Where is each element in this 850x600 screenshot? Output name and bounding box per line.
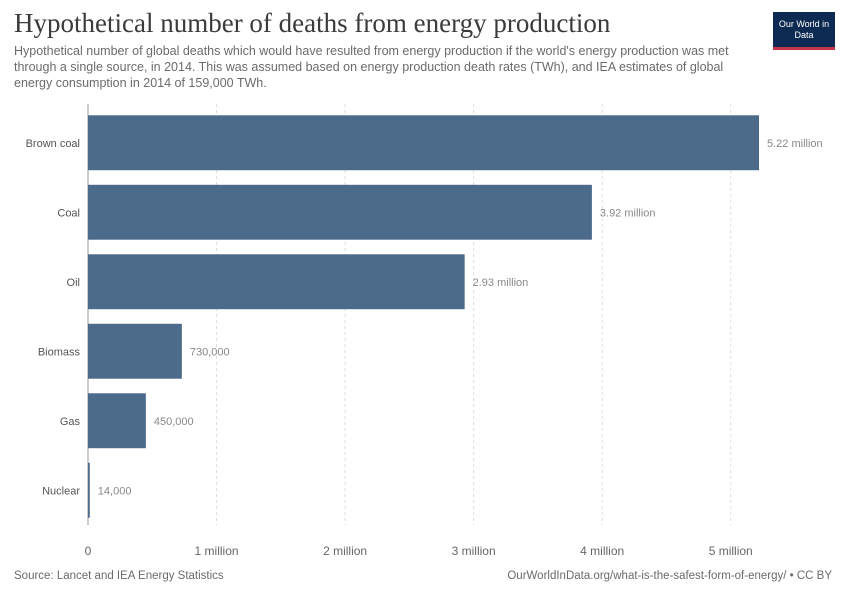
x-axis-ticks: 0 1 million 2 million 3 million 4 million 5 m… xyxy=(85,544,753,558)
x-tick-label: 2 million xyxy=(323,544,367,558)
value-label: 2.93 million xyxy=(473,277,529,289)
category-label: Biomass xyxy=(38,346,81,358)
category-label: Gas xyxy=(60,416,81,428)
category-label: Coal xyxy=(57,207,80,219)
value-label: 450,000 xyxy=(154,416,194,428)
owid-logo[interactable]: Our World in Data xyxy=(773,12,835,50)
x-tick-label: 0 xyxy=(85,544,92,558)
license-note[interactable]: OurWorldInData.org/what-is-the-safest-fo… xyxy=(507,570,832,582)
value-label: 5.22 million xyxy=(767,138,823,150)
bar-oil[interactable] xyxy=(88,254,465,310)
grid-lines xyxy=(87,104,732,525)
labels: Brown coal 5.22 million Coal 3.92 million Oi… xyxy=(26,138,823,498)
chart-title: Hypothetical number of deaths from energ… xyxy=(14,8,611,38)
bar-coal[interactable] xyxy=(88,184,592,240)
x-tick-label: 1 million xyxy=(195,544,239,558)
x-tick-label: 3 million xyxy=(452,544,496,558)
bar-brown-coal[interactable] xyxy=(88,115,760,171)
value-label: 14,000 xyxy=(98,485,132,497)
bar-biomass[interactable] xyxy=(88,323,182,379)
bars xyxy=(88,115,760,518)
bar-gas[interactable] xyxy=(88,393,146,449)
category-label: Nuclear xyxy=(42,485,80,497)
category-label: Brown coal xyxy=(26,138,80,150)
value-label: 3.92 million xyxy=(600,207,656,219)
x-tick-label: 5 million xyxy=(709,544,753,558)
chart-subtitle: Hypothetical number of global deaths whi… xyxy=(14,44,729,90)
bar-nuclear[interactable] xyxy=(88,462,90,518)
category-label: Oil xyxy=(67,277,80,289)
x-tick-label: 4 million xyxy=(580,544,624,558)
source-note: Source: Lancet and IEA Energy Statistics xyxy=(14,570,224,582)
value-label: 730,000 xyxy=(190,346,230,358)
